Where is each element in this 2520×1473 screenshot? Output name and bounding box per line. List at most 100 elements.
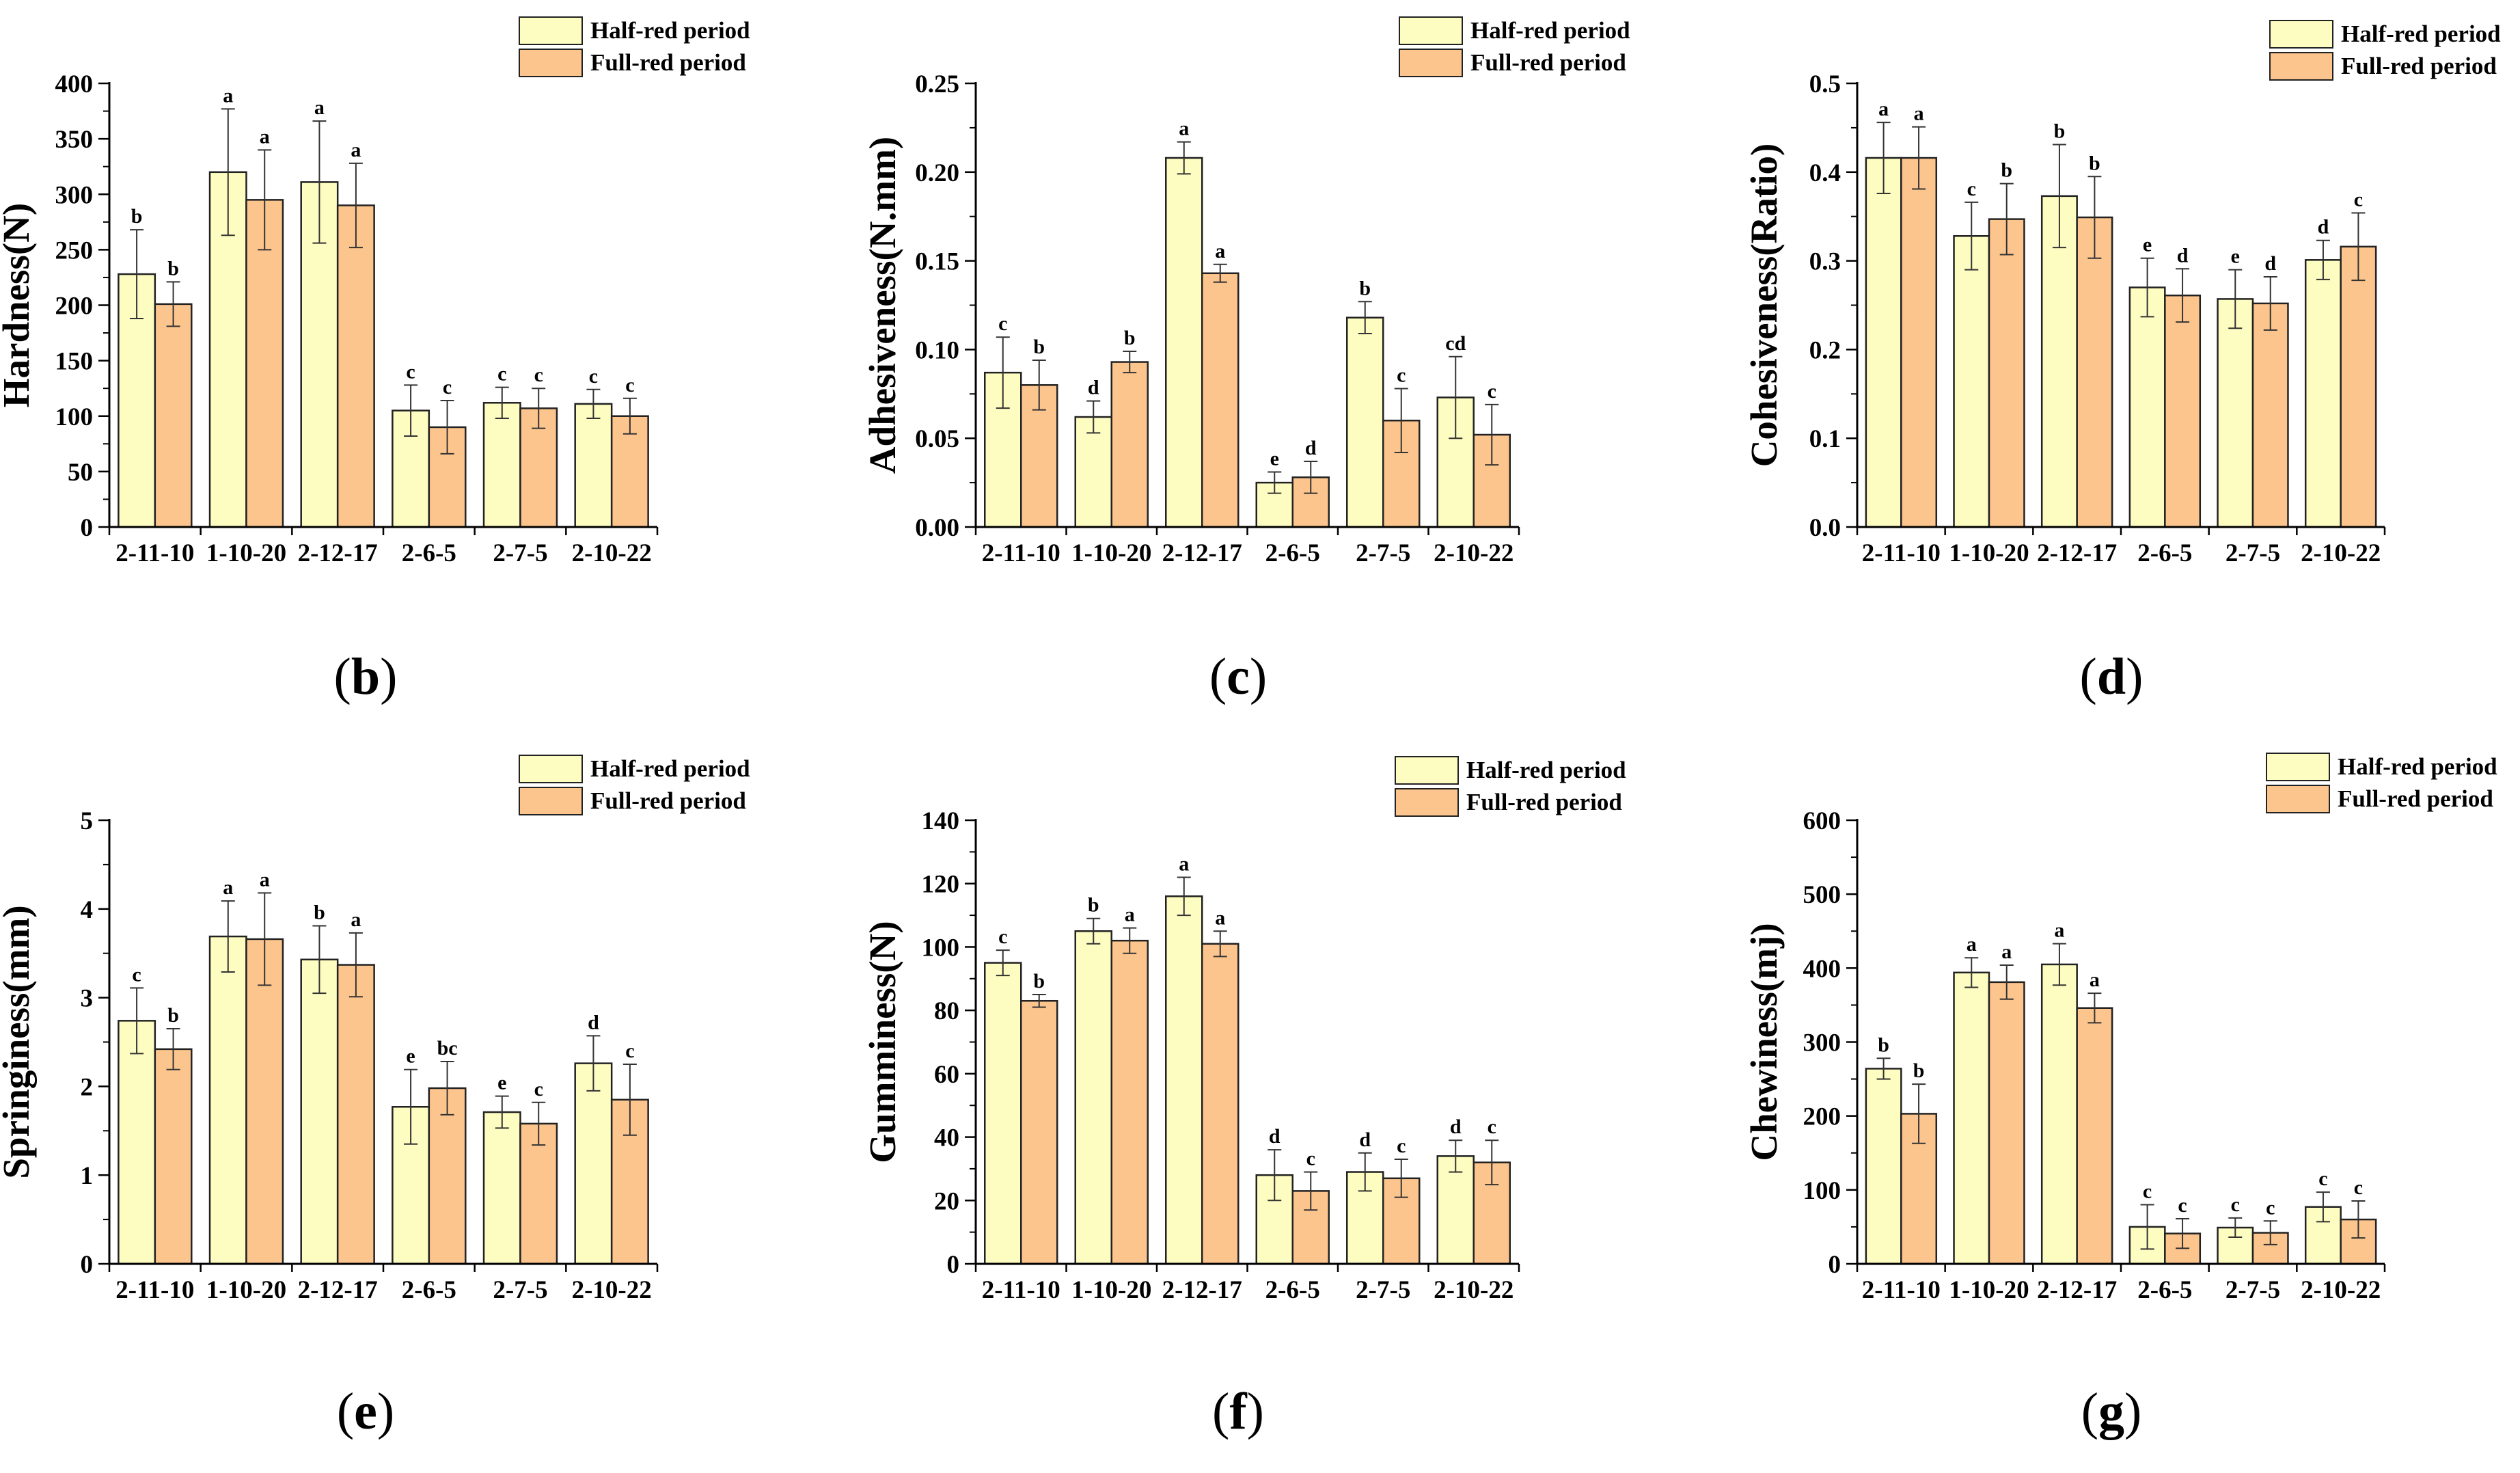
bar-half-red — [1953, 235, 1990, 528]
legend-label: Half-red period — [590, 755, 750, 782]
error-bar — [221, 900, 235, 973]
panel-label: (d) — [2080, 648, 2144, 705]
x-tick-label: 2-10-22 — [1434, 539, 1514, 567]
error-bar — [1485, 403, 1499, 466]
significance-label: b — [167, 1004, 179, 1027]
error-bar — [1876, 1057, 1891, 1080]
error-bar — [1086, 917, 1101, 945]
y-tick-label: 0.4 — [1809, 159, 1841, 187]
y-tick-label: 150 — [55, 348, 94, 376]
panel-label: (e) — [337, 1383, 394, 1440]
error-bar — [2316, 239, 2330, 280]
y-tick-label: 60 — [934, 1061, 959, 1089]
significance-label: c — [998, 312, 1007, 335]
y-tick-label: 0.05 — [915, 425, 959, 453]
error-bar — [2316, 1191, 2330, 1223]
bar-full-red — [1020, 999, 1058, 1265]
y-tick-label: 0.10 — [915, 336, 959, 364]
legend: Half-red period Full-red period — [1395, 756, 1626, 817]
significance-label: b — [1124, 327, 1136, 349]
significance-label: d — [1088, 377, 1099, 399]
x-tick-label: 2-12-17 — [298, 1276, 378, 1304]
significance-label: a — [314, 96, 325, 119]
error-bar — [1086, 400, 1101, 434]
significance-label: a — [1878, 98, 1889, 120]
x-tick-label: 2-6-5 — [2137, 1276, 2192, 1304]
error-bar — [1177, 876, 1191, 917]
error-bar — [1358, 301, 1372, 335]
significance-label: c — [1967, 178, 1976, 200]
error-bar — [2228, 1217, 2243, 1239]
significance-label: b — [1913, 1059, 1925, 1082]
significance-label: c — [406, 360, 415, 383]
bar-full-red — [610, 415, 649, 528]
x-tick-label: 2-6-5 — [1265, 1276, 1320, 1304]
legend-label: Half-red period — [1466, 757, 1626, 783]
x-tick-label: 2-10-22 — [572, 539, 652, 567]
legend: Half-red period Full-red period — [2266, 753, 2497, 813]
bar-full-red — [245, 938, 284, 1265]
significance-label: cd — [1445, 332, 1466, 355]
error-bar — [1213, 263, 1227, 283]
error-bar — [440, 400, 454, 455]
y-tick-label: 5 — [81, 807, 94, 835]
error-bar — [2176, 1218, 2190, 1249]
error-bar — [348, 162, 363, 249]
significance-label: e — [2231, 245, 2240, 268]
significance-label: b — [1033, 336, 1045, 358]
significance-label: d — [1450, 1116, 1462, 1138]
error-bar — [221, 108, 235, 237]
error-bar — [1394, 388, 1408, 453]
error-bar — [622, 397, 637, 435]
significance-label: c — [534, 364, 543, 386]
y-axis-title: Gumminess(N) — [862, 921, 903, 1163]
legend: Half-red period Full-red period — [519, 755, 750, 815]
error-bar — [1123, 927, 1137, 954]
y-axis-title: Chewiness(mj) — [1743, 923, 1785, 1161]
significance-label: c — [2178, 1194, 2187, 1217]
legend-swatch-half-red — [1395, 756, 1459, 785]
y-tick-label: 4 — [81, 896, 94, 924]
significance-label: a — [223, 876, 233, 899]
significance-label: a — [351, 908, 361, 931]
error-bar — [1964, 201, 1979, 271]
legend-swatch-half-red — [2266, 753, 2330, 781]
error-bar — [532, 1101, 546, 1146]
error-bar — [1999, 964, 2014, 1000]
error-bar — [2228, 269, 2243, 329]
legend-label: Full-red period — [2338, 785, 2493, 812]
y-tick-label: 0.25 — [915, 70, 959, 98]
significance-label: c — [2354, 1176, 2363, 1199]
legend-swatch-full-red — [2266, 785, 2330, 813]
x-tick-label: 2-11-10 — [115, 539, 194, 567]
significance-label: a — [223, 84, 233, 107]
y-tick-label: 40 — [934, 1124, 959, 1152]
error-bar — [996, 336, 1010, 409]
bar-half-red — [1074, 416, 1112, 528]
bar-full-red — [1110, 939, 1149, 1265]
significance-label: a — [2054, 919, 2064, 942]
legend-label: Half-red period — [2341, 21, 2501, 47]
bar-full-red — [1201, 272, 1240, 528]
significance-label: c — [1306, 1148, 1315, 1170]
significance-label: c — [1488, 1116, 1496, 1138]
error-bar — [258, 149, 272, 251]
x-tick-label: 2-12-17 — [2037, 539, 2117, 567]
error-bar — [1032, 359, 1046, 411]
error-bar — [1268, 1149, 1282, 1202]
y-tick-label: 0.00 — [915, 514, 959, 542]
error-bar — [1999, 183, 2014, 256]
error-bar — [2140, 1204, 2154, 1250]
significance-label: c — [132, 963, 141, 986]
significance-label: c — [2266, 1196, 2275, 1219]
legend-swatch-full-red — [2269, 52, 2333, 81]
x-tick-label: 2-6-5 — [2137, 539, 2192, 567]
x-tick-label: 2-12-17 — [2037, 1276, 2117, 1304]
error-bar — [1485, 1139, 1499, 1186]
error-bar — [1449, 1139, 1463, 1173]
significance-label: b — [167, 257, 179, 280]
significance-label: a — [1125, 904, 1135, 926]
x-tick-label: 1-10-20 — [206, 539, 286, 567]
significance-label: c — [1397, 1135, 1406, 1157]
bar-half-red — [984, 962, 1022, 1265]
